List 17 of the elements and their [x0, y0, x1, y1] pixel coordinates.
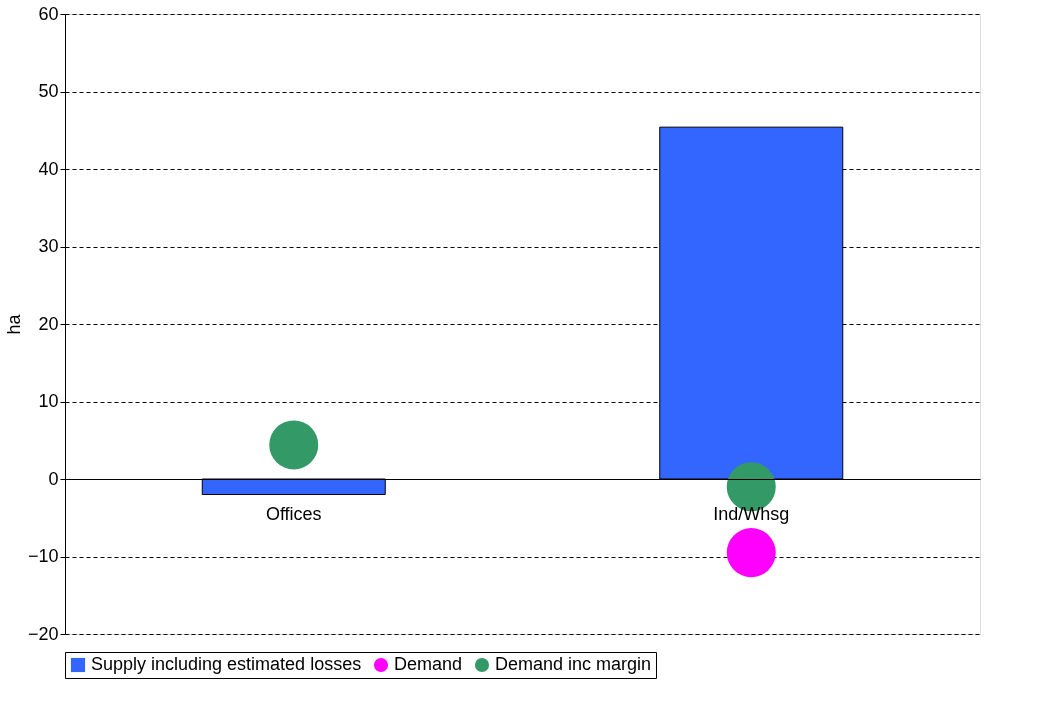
y-tick-label: 40 — [38, 158, 59, 179]
y-tick-label: 10 — [38, 391, 59, 411]
x-tick-label: Ind/Whsg — [713, 503, 790, 524]
y-tick-label: −10 — [27, 546, 59, 566]
legend-label: Supply including estimated losses — [91, 654, 362, 674]
x-tick-label: Offices — [265, 503, 322, 524]
y-tick-label: −20 — [27, 623, 59, 644]
y-axis-title: ha — [3, 313, 24, 335]
y-tick-label: 50 — [38, 81, 59, 101]
point — [726, 528, 776, 578]
y-tick-label: 60 — [38, 3, 59, 24]
point — [269, 420, 319, 470]
y-tick-label: 30 — [38, 236, 59, 256]
legend-label: Demand inc margin — [495, 654, 652, 674]
legend-label: Demand — [394, 654, 463, 674]
y-tick-label: 0 — [48, 468, 59, 489]
y-tick-label: 20 — [38, 313, 59, 334]
